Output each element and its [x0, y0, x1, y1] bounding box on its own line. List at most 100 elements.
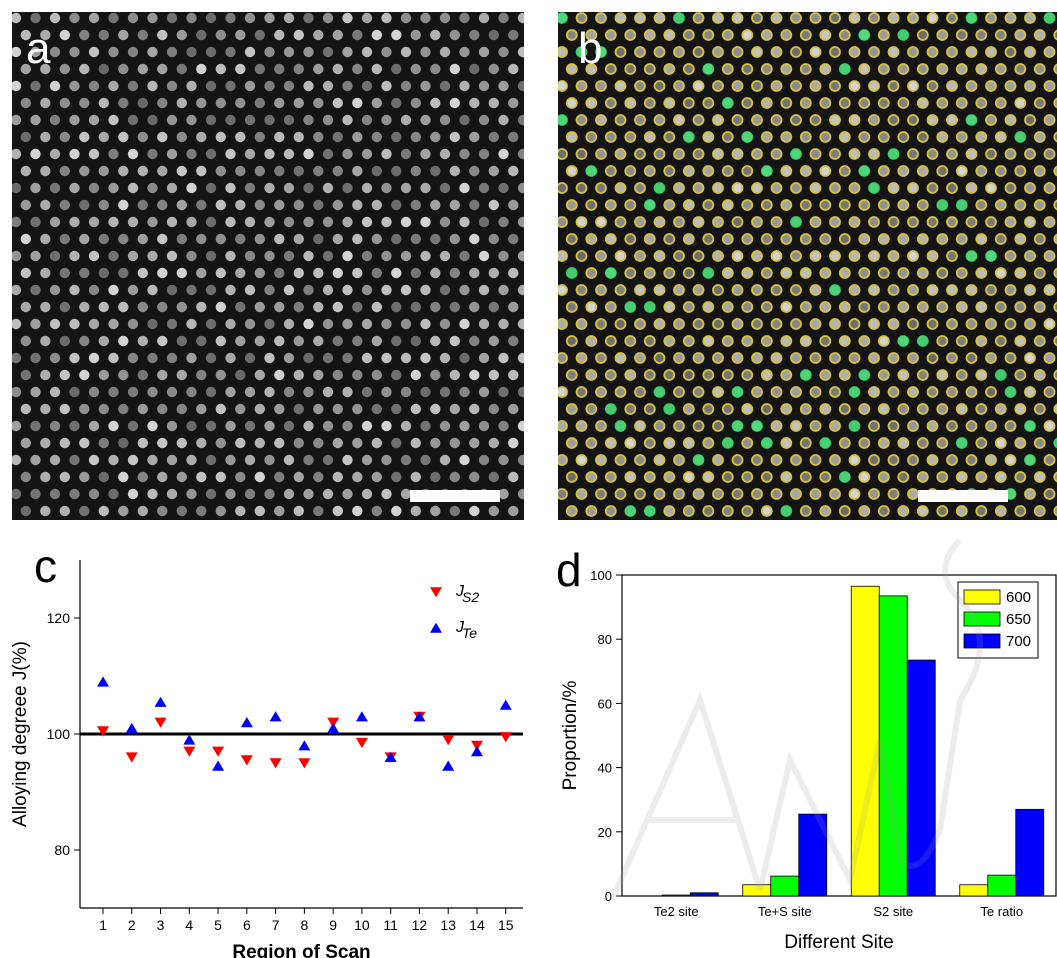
- atom-spot: [303, 488, 314, 500]
- atom-marker-yellow: [565, 97, 578, 109]
- atom-marker-yellow: [643, 233, 656, 245]
- atom-marker-yellow: [741, 63, 754, 75]
- atom-marker-yellow: [663, 131, 676, 143]
- atom-spot: [703, 471, 714, 483]
- atom-spot: [391, 437, 402, 449]
- atom-marker-yellow: [936, 165, 949, 177]
- atom-spot: [322, 420, 334, 432]
- atom-marker-yellow: [975, 335, 988, 347]
- atom-marker-yellow: [760, 403, 773, 415]
- atom-spot: [313, 437, 324, 449]
- atom-spot: [498, 216, 509, 228]
- atom-marker-yellow: [751, 216, 763, 228]
- atom-marker-yellow: [965, 318, 978, 330]
- atom-spot: [761, 369, 772, 381]
- atom-spot: [615, 148, 626, 160]
- atom-spot: [137, 471, 148, 483]
- atom-spot: [927, 216, 938, 228]
- atom-marker-yellow: [673, 386, 685, 398]
- atom-spot: [985, 318, 997, 330]
- atom-spot: [118, 63, 129, 75]
- atom-spot: [820, 131, 831, 143]
- atom-spot: [508, 369, 519, 381]
- atom-spot: [439, 250, 451, 262]
- atom-marker-yellow: [965, 420, 978, 432]
- atom-spot: [566, 471, 577, 483]
- atom-spot: [693, 386, 704, 398]
- atom-marker-yellow: [848, 318, 861, 330]
- atom-marker-yellow: [1033, 267, 1046, 279]
- atom-spot: [88, 114, 100, 126]
- atom-spot: [361, 386, 373, 398]
- atom-marker-green: [1024, 420, 1036, 432]
- atom-spot: [566, 199, 577, 211]
- atom-marker-green: [1014, 131, 1027, 143]
- atom-spot: [517, 420, 524, 432]
- atom-marker-yellow: [916, 301, 929, 313]
- atom-spot: [673, 284, 685, 296]
- atom-marker-yellow: [946, 216, 958, 228]
- atom-marker-yellow: [848, 216, 861, 228]
- atom-marker-yellow: [975, 369, 988, 381]
- atom-marker-yellow: [809, 250, 822, 262]
- atom-spot: [790, 318, 802, 330]
- atom-spot: [722, 63, 733, 75]
- atom-marker-yellow: [712, 216, 724, 228]
- d-bar: [878, 595, 908, 897]
- atom-spot: [40, 335, 51, 347]
- atom-spot: [205, 420, 217, 432]
- atom-spot: [59, 29, 70, 41]
- atom-marker-yellow: [663, 233, 676, 245]
- atom-marker-yellow: [1053, 233, 1057, 245]
- atom-spot: [20, 199, 31, 211]
- atom-spot: [410, 471, 421, 483]
- atom-spot: [488, 29, 499, 41]
- atom-spot: [907, 216, 919, 228]
- atom-spot: [566, 29, 577, 41]
- panel-label-c: c: [34, 540, 57, 592]
- d-y-tick-label: 40: [598, 761, 612, 776]
- atom-spot: [664, 267, 675, 279]
- atom-spot: [907, 454, 919, 466]
- atom-marker-yellow: [809, 284, 822, 296]
- atom-marker-yellow: [975, 165, 988, 177]
- atom-marker-yellow: [604, 63, 617, 75]
- atom-spot: [517, 216, 524, 228]
- atom-marker-yellow: [975, 199, 988, 211]
- atom-spot: [517, 284, 524, 296]
- atom-marker-yellow: [858, 97, 871, 109]
- atom-spot: [332, 199, 343, 211]
- atom-spot: [732, 148, 743, 160]
- atom-marker-yellow: [751, 454, 763, 466]
- atom-marker-yellow: [926, 12, 939, 24]
- atom-spot: [264, 216, 275, 228]
- atom-marker-yellow: [1004, 216, 1017, 228]
- atom-spot: [420, 420, 431, 432]
- atom-spot: [586, 471, 597, 483]
- atom-marker-yellow: [575, 216, 588, 228]
- atom-spot: [1005, 454, 1016, 466]
- atom-spot: [20, 403, 31, 415]
- atom-spot: [615, 454, 626, 466]
- atom-marker-yellow: [558, 386, 568, 398]
- atom-spot: [868, 352, 880, 364]
- atom-spot: [508, 165, 519, 177]
- atom-spot: [558, 46, 568, 58]
- atom-marker-yellow: [780, 97, 793, 109]
- atom-spot: [558, 216, 568, 228]
- atom-spot: [322, 46, 334, 58]
- atom-spot: [781, 97, 792, 109]
- atom-spot: [303, 148, 314, 160]
- atom-marker-yellow: [1004, 454, 1017, 466]
- atom-spot: [927, 352, 938, 364]
- atom-spot: [264, 284, 275, 296]
- atom-marker-yellow: [838, 301, 851, 313]
- atom-marker-yellow: [770, 46, 783, 58]
- atom-spot: [917, 301, 928, 313]
- atom-spot: [361, 488, 373, 500]
- atom-marker-yellow: [558, 46, 568, 58]
- atom-spot: [459, 454, 470, 466]
- atom-spot: [40, 131, 51, 143]
- atom-spot: [205, 250, 217, 262]
- atom-marker-yellow: [1024, 216, 1036, 228]
